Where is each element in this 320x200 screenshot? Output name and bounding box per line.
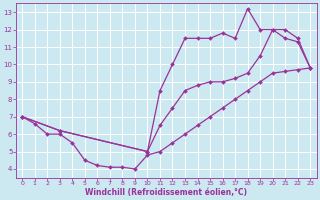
X-axis label: Windchill (Refroidissement éolien,°C): Windchill (Refroidissement éolien,°C) bbox=[85, 188, 247, 197]
